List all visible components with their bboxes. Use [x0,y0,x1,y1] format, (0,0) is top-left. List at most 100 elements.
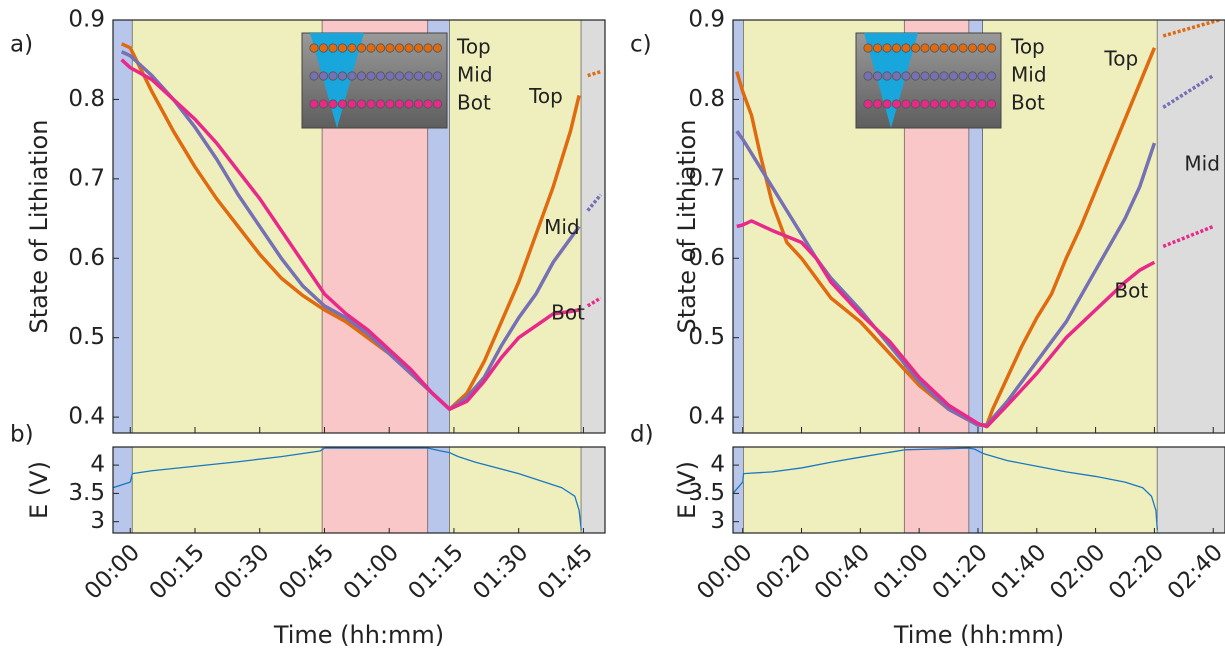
inset-particle [891,99,902,109]
inset-particle [882,71,892,81]
inset-particle [958,43,968,53]
inset-particle [347,99,357,109]
x-tick-label: 01:30 [468,539,533,604]
inset-particle [404,43,414,53]
inset-particle [404,71,414,81]
inset-label: Bot [1011,91,1045,115]
series-line [120,50,581,411]
plot-area [113,447,605,533]
inset-particle [977,71,987,81]
inset-particle [863,71,873,81]
inset-label: Mid [1011,63,1047,87]
y-tick-label: 0.6 [68,245,105,271]
inset-particle [929,99,940,109]
series-line [735,130,1157,427]
inset-particle [366,43,376,53]
inset-particle [872,43,883,53]
inset-particle [385,43,395,53]
series-label: Bot [551,300,585,324]
inset-particle [863,43,873,53]
y-tick-label: 4 [90,452,105,478]
series-line [733,447,1159,531]
inset-particle [347,43,357,53]
inset-particle [910,43,921,53]
inset-particle [432,43,443,53]
plot-frame [112,19,606,434]
plot-frame [732,446,1225,534]
inset-particle [318,99,329,109]
inset-particle [929,43,940,53]
inset-particle [939,99,949,109]
inset-particle [948,71,959,81]
inset-particle [891,71,902,81]
inset-particle [901,71,911,81]
y-tick-label: 3.5 [68,480,105,506]
region [581,447,605,533]
extrapolation-line [586,193,603,212]
region [969,447,983,533]
inset-particle [404,99,414,109]
x-tick-label: 01:00 [339,539,404,604]
inset-particle [882,99,892,109]
inset-particle [366,71,376,81]
x-tick-label: 00:00 [692,539,757,604]
series-label: Top [528,84,563,108]
inset-particle [948,99,959,109]
inset-particle [863,99,873,109]
inset-particle [958,71,968,81]
y-tick-label: 3 [90,508,105,534]
region [132,20,323,433]
inset-electrode [864,33,918,128]
inset-particle [385,99,395,109]
series-line [120,42,581,411]
inset-label: Top [456,35,491,59]
panel-label: c) [630,32,652,58]
x-tick-label: 00:30 [209,539,274,604]
x-tick-label: 00:20 [751,539,816,604]
y-tick-label: 0.5 [688,324,725,350]
inset-particle [939,43,949,53]
inset-particle [910,71,921,81]
inset-particle [394,43,405,53]
region [733,447,744,533]
y-axis-label: E (V) [25,461,53,519]
inset-particle [986,71,997,81]
inset-particle [337,99,348,109]
plot-frame [112,446,606,534]
inset-particle [375,43,386,53]
inset-particle [939,71,949,81]
inset-particle [423,43,433,53]
extrapolation-line [586,296,602,308]
y-tick-label: 0.8 [68,86,105,112]
y-tick-label: 3.5 [688,480,725,506]
series-line [736,219,1156,429]
region [581,20,605,433]
inset-particle [432,99,443,109]
y-tick-label: 0.9 [68,7,105,33]
region [982,447,1158,533]
region [449,20,582,433]
x-tick-label: 02:40 [1163,539,1225,604]
series-label: Mid [1184,152,1220,176]
inset-particle [375,99,386,109]
region [132,447,323,533]
inset-particle [337,43,348,53]
series-label: Mid [544,215,580,239]
inset-particle [920,43,930,53]
inset-particle [318,71,329,81]
region [428,447,450,533]
plot-frame [732,19,1225,434]
inset-particle [356,43,367,53]
inset-particle [318,43,329,53]
series-line [120,58,580,411]
inset-particle [872,71,883,81]
inset-particle [423,99,433,109]
y-tick-label: 0.4 [688,404,725,430]
x-tick-label: 01:40 [986,539,1051,604]
inset-particle [920,71,930,81]
inset-particle [413,71,424,81]
region [743,447,905,533]
region [322,447,429,533]
y-tick-label: 0.7 [68,165,105,191]
